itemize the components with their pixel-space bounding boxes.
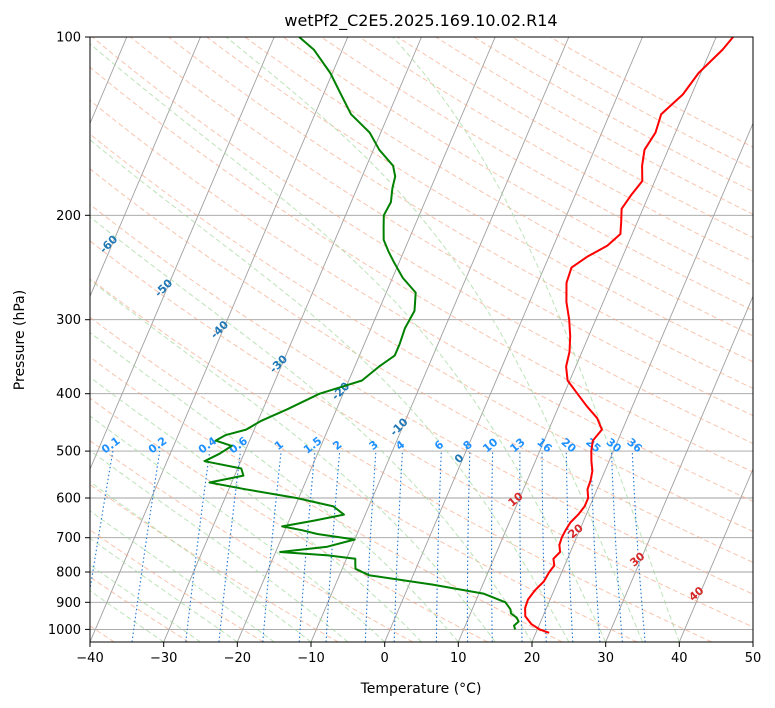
x-tick-label: 0 xyxy=(381,651,389,666)
x-tick-label: 50 xyxy=(745,651,762,666)
dry-adiabat-line xyxy=(90,99,753,502)
x-tick-label: −40 xyxy=(76,651,103,666)
dry-adiabat-line xyxy=(90,278,712,642)
y-tick-label: 200 xyxy=(56,209,81,224)
y-axis: 1000 900 800 700 600 500 400 300 200 100 xyxy=(48,31,90,638)
mixing-ratio-line xyxy=(185,451,211,642)
moist-adiabat-line xyxy=(90,376,422,642)
y-tick-label: 900 xyxy=(56,596,81,611)
x-tick-label: −20 xyxy=(224,651,251,666)
x-tick-label: 10 xyxy=(450,651,467,666)
moist-adiabat-line xyxy=(90,564,201,642)
isotherm-line xyxy=(163,37,422,642)
dry-adiabat-line xyxy=(90,240,753,628)
x-tick-label: −10 xyxy=(297,651,324,666)
moist-adiabat-line xyxy=(90,510,275,642)
mixing-ratio-line xyxy=(218,451,242,642)
dry-adiabat-line xyxy=(90,66,753,473)
x-axis-label: Temperature (°C) xyxy=(360,681,482,697)
y-tick-label: 400 xyxy=(56,387,81,402)
y-tick-label: 800 xyxy=(56,566,81,581)
moist-adiabat-line xyxy=(90,216,533,642)
y-tick-label: 300 xyxy=(56,313,81,328)
y-tick-label: 600 xyxy=(56,492,81,507)
y-tick-label: 1000 xyxy=(48,623,81,638)
x-tick-label: 40 xyxy=(671,651,688,666)
y-tick-label: 500 xyxy=(56,445,81,460)
moist-adiabat-line xyxy=(90,139,570,642)
dry-adiabat-line xyxy=(90,133,753,533)
isotherm-line xyxy=(90,37,275,471)
isotherm-line xyxy=(678,467,753,642)
moist-adiabat-line xyxy=(225,37,643,642)
moist-adiabat-line xyxy=(90,590,164,642)
isotherm-line xyxy=(384,37,643,642)
isotherm-line xyxy=(90,37,349,642)
plot-frame xyxy=(89,36,754,643)
x-tick-label: −30 xyxy=(150,651,177,666)
chart-title: wetPf2_C2E5.2025.169.10.02.R14 xyxy=(284,11,557,31)
y-tick-label: 100 xyxy=(56,31,81,46)
isotherm-line xyxy=(531,122,753,642)
mixing-ratio-line xyxy=(631,451,646,642)
dry-adiabat-line xyxy=(90,356,563,642)
moist-adiabat-line xyxy=(90,481,312,642)
isotherm-line xyxy=(236,37,496,642)
dry-adiabat-line xyxy=(206,37,753,363)
isotherm-line xyxy=(457,37,717,642)
moist-adiabat-line xyxy=(90,279,496,642)
dry-adiabat-line xyxy=(244,37,753,337)
moist-adiabat-line xyxy=(392,37,680,642)
dry-adiabat-line xyxy=(90,529,264,642)
dry-adiabat-line xyxy=(90,440,414,642)
x-axis: −40 −30 −20 −10 0 10 20 30 40 50 xyxy=(76,642,761,666)
temperature-profile-line xyxy=(524,37,734,634)
mixing-ratio-line xyxy=(298,451,316,642)
isotherm-line xyxy=(90,37,201,298)
grid xyxy=(90,37,753,642)
dewpoint-profile-line xyxy=(203,37,520,630)
dry-adiabat-line xyxy=(90,316,638,642)
dry-adiabat-line xyxy=(90,483,339,642)
isotherm-line xyxy=(605,295,753,642)
y-axis-label: Pressure (hPa) xyxy=(12,290,28,390)
profiles xyxy=(203,37,734,634)
dry-adiabat-line xyxy=(90,168,753,563)
dry-adiabat-line xyxy=(282,37,753,312)
dry-adiabat-line xyxy=(90,203,753,595)
moist-adiabat-line xyxy=(90,449,349,642)
moist-adiabat-line xyxy=(90,331,459,642)
mixing-ratio-line xyxy=(131,451,161,642)
dry-adiabat-line xyxy=(90,397,488,642)
y-tick-label: 700 xyxy=(56,531,81,546)
x-tick-label: 30 xyxy=(597,651,614,666)
x-tick-label: 20 xyxy=(524,651,541,666)
